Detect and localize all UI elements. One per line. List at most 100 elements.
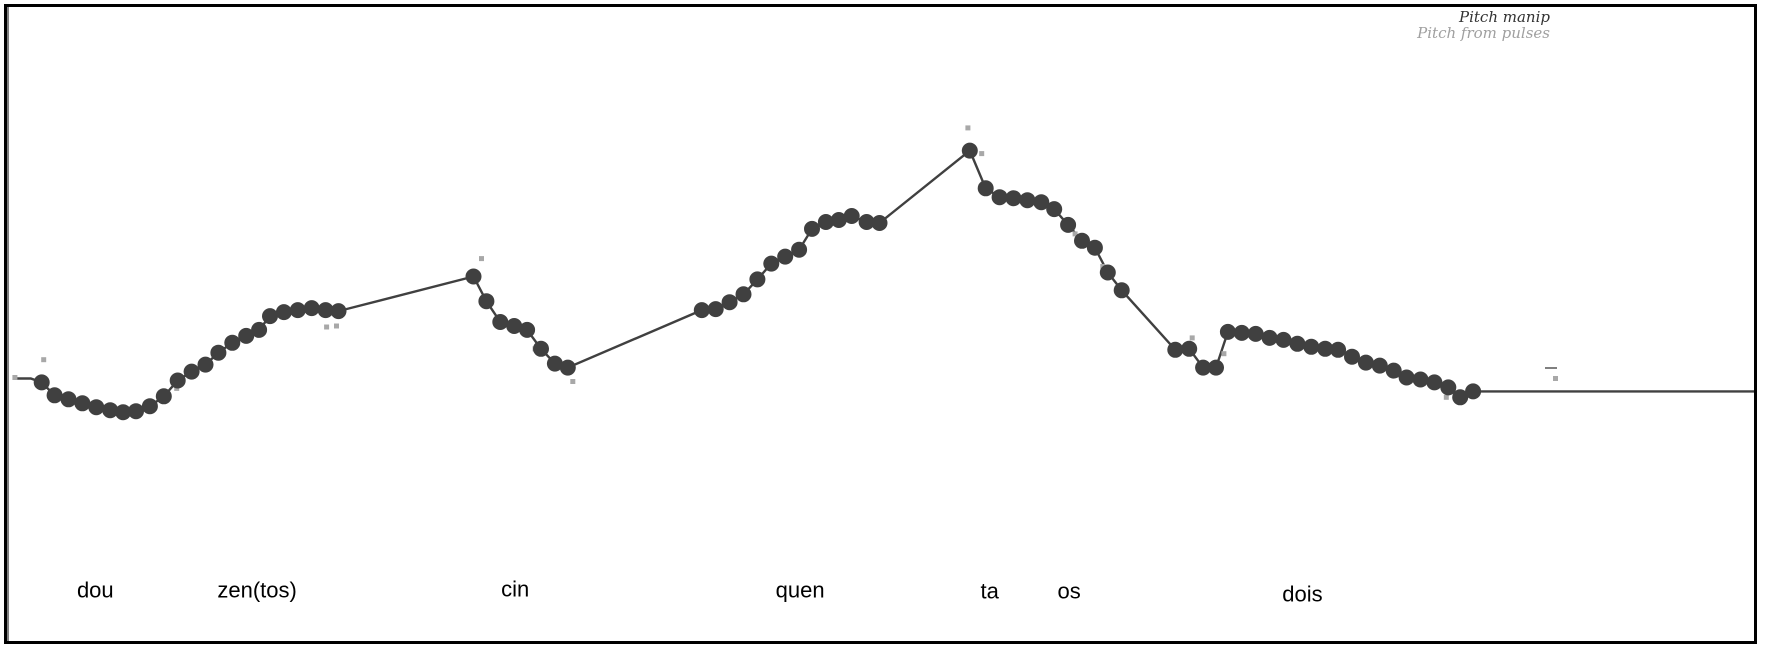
pitch-point[interactable] (262, 308, 278, 325)
pitch-point[interactable] (1412, 371, 1429, 388)
pitch-manip-points-layer (33, 142, 1482, 421)
pitch-point[interactable] (1167, 341, 1184, 358)
pitch-point[interactable] (1275, 331, 1292, 348)
pitch-point[interactable] (1219, 323, 1236, 340)
pitch-point[interactable] (546, 355, 563, 372)
pitch-point[interactable] (1465, 383, 1482, 400)
pulse-point (965, 125, 971, 131)
pitch-point[interactable] (693, 302, 710, 319)
pitch-point[interactable] (1385, 362, 1402, 379)
syllable-label: zen(tos) (217, 578, 296, 603)
pitch-point[interactable] (777, 248, 794, 265)
pulse-point (1221, 351, 1227, 357)
pitch-point[interactable] (559, 359, 576, 376)
pitch-point[interactable] (1086, 239, 1103, 256)
pulse-point (334, 323, 339, 329)
pitch-point[interactable] (1452, 389, 1469, 406)
pitch-point[interactable] (1440, 379, 1457, 396)
pitch-point[interactable] (977, 180, 994, 197)
pitch-point[interactable] (478, 293, 495, 310)
pitch-point[interactable] (1371, 357, 1388, 374)
pitch-point[interactable] (1046, 201, 1063, 218)
pitch-point[interactable] (506, 318, 523, 334)
pitch-point[interactable] (275, 304, 292, 321)
pitch-point[interactable] (46, 387, 63, 404)
pitch-point[interactable] (858, 214, 875, 230)
pitch-point[interactable] (1289, 335, 1306, 352)
pitch-point[interactable] (830, 212, 847, 228)
pitch-point[interactable] (804, 220, 820, 237)
pitch-point[interactable] (1303, 338, 1320, 355)
pitch-point[interactable] (183, 363, 200, 380)
pitch-point[interactable] (763, 255, 780, 272)
pitch-point[interactable] (1208, 359, 1224, 376)
pulse-point (1553, 376, 1558, 381)
pitch-point[interactable] (1330, 341, 1347, 358)
pitch-point[interactable] (1181, 340, 1198, 357)
pitch-point[interactable] (317, 302, 334, 319)
pitch-point[interactable] (224, 334, 241, 351)
pitch-point[interactable] (102, 402, 119, 419)
pulse-point (979, 151, 985, 157)
pulse-point (1443, 394, 1449, 400)
pitch-point[interactable] (817, 214, 834, 230)
pitch-point[interactable] (303, 300, 320, 317)
pitch-point[interactable] (115, 404, 132, 421)
pitch-manip-line (14, 148, 1754, 414)
pitch-point[interactable] (197, 356, 214, 373)
pitch-point[interactable] (74, 395, 91, 412)
pitch-point[interactable] (33, 374, 50, 391)
syllable-label: dou (77, 578, 114, 603)
pitch-point[interactable] (1195, 359, 1212, 376)
pulse-point (12, 375, 18, 380)
pitch-point[interactable] (843, 208, 860, 224)
pitch-point[interactable] (1033, 194, 1050, 211)
pitch-point[interactable] (169, 372, 186, 389)
pitch-point[interactable] (1005, 190, 1022, 207)
pitch-point[interactable] (155, 388, 172, 405)
pulse-point (41, 357, 47, 363)
pulse-point (324, 324, 330, 330)
pitch-point[interactable] (991, 189, 1008, 206)
pitch-point[interactable] (60, 391, 77, 408)
pitch-point[interactable] (721, 294, 738, 311)
pitch-point[interactable] (1233, 324, 1250, 341)
pitch-point[interactable] (791, 241, 808, 258)
pitch-point[interactable] (492, 314, 509, 330)
pitch-point[interactable] (1261, 329, 1278, 346)
pitch-point[interactable] (1398, 369, 1415, 386)
pulse-point (479, 256, 484, 262)
pitch-point[interactable] (238, 327, 255, 344)
pitch-point[interactable] (1317, 340, 1334, 357)
pitch-point[interactable] (961, 142, 978, 159)
pitch-point[interactable] (330, 303, 347, 320)
pitch-point[interactable] (1019, 192, 1036, 209)
pitch-point[interactable] (707, 301, 724, 318)
syllable-label: ta (981, 579, 1000, 604)
pitch-point[interactable] (1060, 216, 1077, 233)
pitch-point[interactable] (871, 215, 888, 231)
pitch-point[interactable] (1357, 354, 1374, 371)
pitch-point[interactable] (519, 321, 536, 338)
pitch-point[interactable] (141, 398, 158, 415)
pulse-point (1189, 335, 1195, 341)
pitch-point[interactable] (465, 268, 482, 285)
pitch-point[interactable] (210, 344, 227, 361)
legend-pitch-manip: Pitch manip (1458, 8, 1550, 26)
pitch-chart[interactable]: dou zen(tos) cin quen ta os dois Pitch manip P… (7, 7, 1754, 641)
pitch-point[interactable] (251, 321, 268, 338)
pitch-point[interactable] (533, 340, 549, 357)
pulse-point (1072, 231, 1078, 237)
pitch-point[interactable] (735, 286, 752, 303)
pitch-point[interactable] (1247, 325, 1264, 342)
pitch-point[interactable] (289, 302, 306, 319)
syllable-label: dois (1282, 582, 1322, 607)
pitch-point[interactable] (1344, 348, 1360, 365)
pitch-point[interactable] (1113, 282, 1130, 299)
pitch-point[interactable] (749, 271, 766, 288)
pitch-point[interactable] (1074, 232, 1090, 249)
pitch-point[interactable] (128, 403, 144, 420)
pitch-point[interactable] (1426, 374, 1443, 391)
pitch-point[interactable] (88, 399, 105, 416)
pitch-point[interactable] (1099, 264, 1116, 281)
